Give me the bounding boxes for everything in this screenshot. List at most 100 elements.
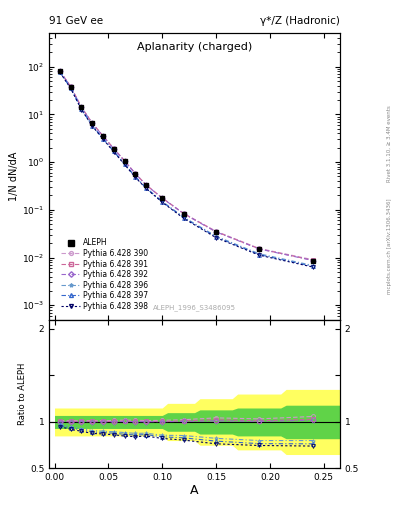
- Pythia 6.428 392: [101, 133, 105, 139]
- Text: 91 GeV ee: 91 GeV ee: [49, 15, 103, 26]
- Line: Pythia 6.428 398: Pythia 6.428 398: [58, 70, 315, 269]
- Pythia 6.428 398: [133, 174, 138, 180]
- Pythia 6.428 398: [57, 69, 62, 75]
- Pythia 6.428 398: [79, 106, 84, 113]
- Pythia 6.428 390: [310, 257, 315, 263]
- Pythia 6.428 392: [182, 211, 186, 217]
- Pythia 6.428 391: [90, 120, 95, 126]
- Pythia 6.428 392: [79, 104, 84, 111]
- Pythia 6.428 391: [160, 195, 165, 201]
- Pythia 6.428 398: [101, 136, 105, 142]
- Pythia 6.428 398: [257, 252, 261, 258]
- Pythia 6.428 396: [101, 135, 105, 141]
- Pythia 6.428 391: [310, 257, 315, 263]
- Pythia 6.428 398: [111, 149, 116, 155]
- Pythia 6.428 392: [310, 258, 315, 264]
- Pythia 6.428 390: [144, 182, 149, 188]
- Pythia 6.428 396: [160, 198, 165, 204]
- Pythia 6.428 390: [90, 120, 95, 126]
- Pythia 6.428 396: [111, 148, 116, 154]
- Pythia 6.428 396: [257, 251, 261, 257]
- Pythia 6.428 396: [79, 106, 84, 112]
- Pythia 6.428 397: [68, 85, 73, 91]
- Pythia 6.428 397: [160, 199, 165, 205]
- Pythia 6.428 390: [111, 145, 116, 152]
- Pythia 6.428 398: [144, 185, 149, 191]
- Pythia 6.428 392: [257, 246, 261, 252]
- Pythia 6.428 390: [160, 195, 165, 201]
- Pythia 6.428 391: [68, 83, 73, 90]
- Pythia 6.428 397: [182, 215, 186, 221]
- Pythia 6.428 392: [133, 170, 138, 177]
- Pythia 6.428 397: [79, 106, 84, 112]
- Pythia 6.428 390: [182, 210, 186, 217]
- Pythia 6.428 397: [144, 185, 149, 191]
- Pythia 6.428 397: [122, 161, 127, 167]
- Pythia 6.428 396: [144, 185, 149, 191]
- Pythia 6.428 397: [111, 148, 116, 155]
- Pythia 6.428 391: [79, 104, 84, 110]
- Pythia 6.428 398: [122, 161, 127, 167]
- Pythia 6.428 392: [57, 68, 62, 74]
- Pythia 6.428 390: [101, 133, 105, 139]
- Text: γ*/Z (Hadronic): γ*/Z (Hadronic): [260, 15, 340, 26]
- X-axis label: A: A: [190, 484, 199, 497]
- Pythia 6.428 392: [122, 158, 127, 164]
- Pythia 6.428 398: [68, 86, 73, 92]
- Pythia 6.428 391: [57, 68, 62, 74]
- Pythia 6.428 391: [101, 133, 105, 139]
- Line: Pythia 6.428 391: Pythia 6.428 391: [58, 69, 315, 262]
- Pythia 6.428 390: [133, 170, 138, 177]
- Pythia 6.428 390: [68, 83, 73, 90]
- Pythia 6.428 397: [310, 263, 315, 269]
- Pythia 6.428 398: [90, 123, 95, 129]
- Line: Pythia 6.428 392: Pythia 6.428 392: [58, 69, 315, 263]
- Line: Pythia 6.428 390: Pythia 6.428 390: [58, 69, 315, 262]
- Pythia 6.428 391: [257, 246, 261, 252]
- Pythia 6.428 396: [68, 84, 73, 91]
- Pythia 6.428 397: [214, 234, 219, 240]
- Pythia 6.428 396: [57, 69, 62, 75]
- Line: Pythia 6.428 396: Pythia 6.428 396: [58, 70, 315, 267]
- Pythia 6.428 397: [101, 136, 105, 142]
- Pythia 6.428 391: [122, 158, 127, 164]
- Legend: ALEPH, Pythia 6.428 390, Pythia 6.428 391, Pythia 6.428 392, Pythia 6.428 396, P: ALEPH, Pythia 6.428 390, Pythia 6.428 39…: [59, 236, 151, 313]
- Text: Aplanarity (charged): Aplanarity (charged): [137, 42, 252, 52]
- Pythia 6.428 392: [214, 229, 219, 235]
- Pythia 6.428 396: [122, 160, 127, 166]
- Pythia 6.428 396: [214, 233, 219, 239]
- Pythia 6.428 397: [90, 122, 95, 129]
- Pythia 6.428 392: [160, 195, 165, 201]
- Text: Rivet 3.1.10, ≥ 3.4M events: Rivet 3.1.10, ≥ 3.4M events: [387, 105, 391, 182]
- Pythia 6.428 390: [122, 158, 127, 164]
- Pythia 6.428 391: [144, 182, 149, 188]
- Text: ALEPH_1996_S3486095: ALEPH_1996_S3486095: [153, 304, 236, 311]
- Pythia 6.428 397: [133, 174, 138, 180]
- Pythia 6.428 398: [310, 264, 315, 270]
- Pythia 6.428 398: [160, 199, 165, 205]
- Pythia 6.428 398: [214, 234, 219, 241]
- Pythia 6.428 390: [79, 104, 84, 110]
- Text: mcplots.cern.ch [arXiv:1306.3436]: mcplots.cern.ch [arXiv:1306.3436]: [387, 198, 391, 293]
- Pythia 6.428 396: [133, 174, 138, 180]
- Line: Pythia 6.428 397: Pythia 6.428 397: [58, 70, 315, 268]
- Pythia 6.428 392: [68, 83, 73, 90]
- Pythia 6.428 396: [182, 214, 186, 220]
- Pythia 6.428 392: [111, 145, 116, 152]
- Pythia 6.428 391: [133, 170, 138, 177]
- Pythia 6.428 396: [90, 122, 95, 129]
- Pythia 6.428 397: [257, 251, 261, 258]
- Pythia 6.428 392: [90, 120, 95, 126]
- Pythia 6.428 392: [144, 182, 149, 188]
- Pythia 6.428 396: [310, 263, 315, 269]
- Pythia 6.428 391: [182, 210, 186, 217]
- Y-axis label: Ratio to ALEPH: Ratio to ALEPH: [18, 363, 27, 425]
- Pythia 6.428 390: [57, 68, 62, 74]
- Pythia 6.428 397: [57, 69, 62, 75]
- Pythia 6.428 390: [214, 228, 219, 234]
- Y-axis label: 1/N dN/dA: 1/N dN/dA: [9, 152, 19, 201]
- Pythia 6.428 398: [182, 216, 186, 222]
- Pythia 6.428 391: [111, 145, 116, 152]
- Pythia 6.428 391: [214, 228, 219, 234]
- Pythia 6.428 390: [257, 245, 261, 251]
